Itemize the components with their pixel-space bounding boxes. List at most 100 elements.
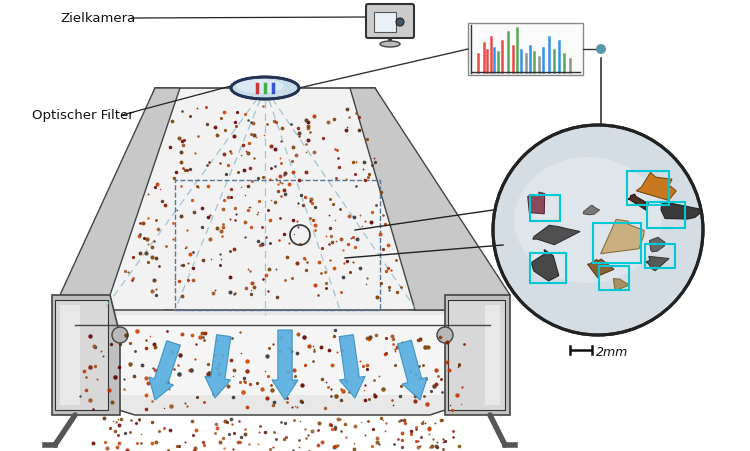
Point bbox=[244, 380, 256, 387]
Point bbox=[328, 426, 340, 433]
Point bbox=[294, 418, 306, 425]
Point bbox=[417, 417, 429, 424]
Point bbox=[225, 356, 237, 364]
Polygon shape bbox=[445, 295, 510, 415]
Point bbox=[338, 259, 350, 266]
Point bbox=[105, 340, 117, 347]
Point bbox=[234, 379, 246, 386]
Point bbox=[248, 154, 260, 161]
Point bbox=[184, 165, 196, 172]
Point bbox=[211, 424, 223, 432]
Point bbox=[327, 201, 339, 208]
Point bbox=[191, 182, 203, 189]
Point bbox=[217, 352, 229, 359]
Point bbox=[358, 175, 370, 183]
Point bbox=[110, 373, 122, 381]
Point bbox=[395, 444, 407, 451]
Point bbox=[242, 116, 254, 123]
Point bbox=[391, 289, 403, 296]
Point bbox=[292, 176, 304, 184]
Point bbox=[413, 374, 425, 382]
Point bbox=[176, 330, 188, 337]
Point bbox=[205, 236, 217, 243]
Point bbox=[340, 257, 352, 264]
Polygon shape bbox=[601, 219, 644, 254]
Point bbox=[183, 367, 195, 374]
Point bbox=[177, 262, 189, 269]
Point bbox=[285, 121, 297, 128]
Point bbox=[348, 446, 360, 451]
Point bbox=[187, 197, 199, 204]
Point bbox=[380, 335, 392, 342]
Point bbox=[292, 133, 304, 140]
Polygon shape bbox=[272, 330, 298, 400]
Point bbox=[389, 347, 401, 354]
Point bbox=[340, 433, 352, 440]
Point bbox=[178, 399, 190, 406]
Point bbox=[369, 392, 381, 400]
Point bbox=[419, 343, 431, 350]
Point bbox=[380, 428, 392, 435]
Point bbox=[366, 162, 378, 169]
Point bbox=[87, 439, 99, 446]
Point bbox=[118, 385, 130, 392]
Point bbox=[261, 121, 273, 128]
Point bbox=[336, 346, 348, 354]
Polygon shape bbox=[105, 92, 415, 310]
Point bbox=[349, 243, 361, 250]
Point bbox=[122, 269, 134, 276]
Point bbox=[308, 113, 320, 120]
Point bbox=[256, 223, 268, 230]
Polygon shape bbox=[645, 256, 669, 271]
Point bbox=[359, 396, 371, 404]
Point bbox=[350, 158, 362, 166]
Point bbox=[202, 360, 214, 367]
Point bbox=[196, 438, 208, 446]
Point bbox=[201, 162, 213, 169]
Point bbox=[198, 442, 210, 449]
Point bbox=[180, 243, 192, 250]
Point bbox=[148, 341, 160, 348]
Point bbox=[242, 182, 254, 189]
Point bbox=[275, 159, 287, 166]
Point bbox=[202, 370, 214, 377]
Point bbox=[332, 154, 344, 161]
Point bbox=[167, 235, 179, 243]
Point bbox=[176, 108, 188, 115]
Point bbox=[193, 132, 205, 139]
Point bbox=[396, 437, 408, 444]
Point bbox=[222, 382, 234, 389]
Point bbox=[160, 201, 172, 208]
Point bbox=[292, 200, 304, 207]
Point bbox=[316, 439, 328, 446]
Point bbox=[210, 421, 222, 428]
Point bbox=[288, 416, 300, 423]
Point bbox=[238, 166, 250, 173]
Point bbox=[376, 386, 388, 393]
Point bbox=[308, 149, 320, 156]
Point bbox=[361, 365, 373, 373]
Polygon shape bbox=[448, 300, 505, 410]
Point bbox=[337, 246, 349, 253]
Point bbox=[345, 234, 357, 241]
Point bbox=[361, 136, 373, 143]
Point bbox=[274, 193, 286, 200]
Point bbox=[375, 414, 387, 422]
Point bbox=[176, 261, 188, 268]
Point bbox=[186, 417, 198, 424]
Point bbox=[130, 419, 142, 426]
Point bbox=[358, 387, 370, 394]
Point bbox=[341, 106, 353, 113]
Point bbox=[84, 332, 96, 340]
Point bbox=[274, 215, 286, 222]
Point bbox=[224, 215, 236, 222]
Point bbox=[392, 344, 404, 351]
Point bbox=[140, 336, 152, 344]
Point bbox=[128, 372, 140, 379]
Point bbox=[264, 446, 276, 451]
Point bbox=[174, 351, 186, 359]
Point bbox=[370, 202, 382, 209]
Point bbox=[329, 442, 341, 449]
Point bbox=[286, 275, 298, 282]
Point bbox=[334, 288, 346, 295]
